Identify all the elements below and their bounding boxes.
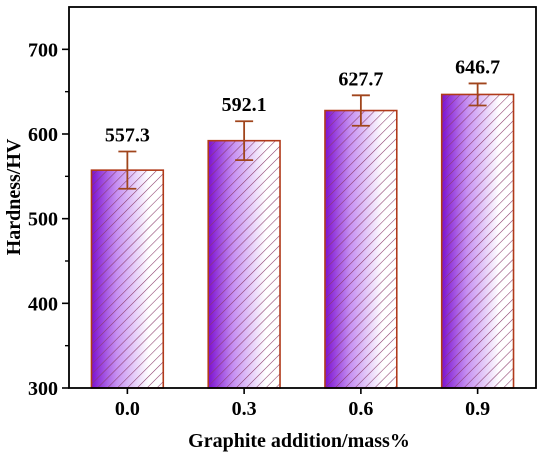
error-bar-0.3 — [235, 120, 254, 162]
data-label-0.6: 627.7 — [338, 68, 383, 90]
bar-hatch — [324, 110, 397, 388]
data-label-0.0: 557.3 — [105, 125, 150, 147]
x-axis-title: Graphite addition/mass% — [188, 430, 410, 452]
error-bar-0.9 — [468, 82, 487, 107]
bar-hatch — [91, 170, 164, 388]
bar-0.9 — [440, 93, 515, 389]
x-tick-label-0.6: 0.6 — [348, 398, 373, 420]
y-tick-label-600: 600 — [28, 124, 58, 146]
y-axis-title: Hardness/HV — [3, 138, 25, 255]
error-bar-0.6 — [351, 94, 370, 127]
data-label-0.9: 646.7 — [455, 56, 500, 78]
y-tick-label-500: 500 — [28, 209, 58, 231]
data-label-0.3: 592.1 — [222, 94, 267, 116]
x-tick-label-0.3: 0.3 — [232, 398, 257, 420]
bar-0.0 — [90, 169, 165, 389]
y-tick-label-300: 300 — [28, 378, 58, 400]
bar-hatch — [441, 94, 514, 388]
x-tick-label-0.0: 0.0 — [115, 398, 140, 420]
y-tick-label-400: 400 — [28, 293, 58, 315]
plot-frame — [68, 6, 537, 389]
bar-0.6 — [324, 109, 398, 389]
x-tick-label-0.9: 0.9 — [465, 398, 490, 420]
error-bar-0.0 — [118, 150, 137, 190]
bar-0.3 — [207, 139, 281, 389]
bar-hatch — [208, 140, 281, 388]
y-tick-label-700: 700 — [28, 39, 58, 61]
